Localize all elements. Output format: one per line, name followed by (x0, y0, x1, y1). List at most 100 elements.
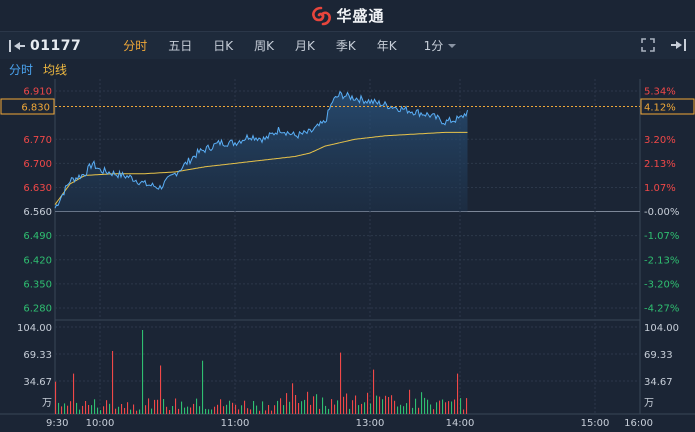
current-price-label: 6.830 (21, 103, 50, 114)
tab-monthly-k[interactable]: 月K (295, 39, 315, 53)
tab-quarterly-k[interactable]: 季K (335, 39, 356, 53)
volume-bar (325, 405, 327, 414)
volume-bar (454, 399, 456, 414)
volume-bar (100, 410, 102, 414)
tab-five-day[interactable]: 五日 (168, 39, 193, 53)
volume-bar (262, 401, 264, 414)
price-tick-label: 6.560 (23, 207, 52, 218)
collapse-left-icon[interactable] (8, 39, 26, 53)
volume-bar (382, 399, 384, 414)
collapse-right-icon[interactable] (671, 38, 687, 52)
volume-bar (55, 381, 57, 414)
volume-bar (292, 383, 294, 414)
volume-bar (178, 408, 180, 414)
volume-bar (82, 405, 84, 414)
pct-tick-label: -2.13% (644, 255, 679, 266)
current-pct-label: 4.12% (644, 103, 676, 114)
volume-bar (388, 397, 390, 414)
volume-bar (430, 404, 432, 414)
volume-bar (103, 406, 105, 414)
volume-bar (259, 410, 261, 414)
fullscreen-icon[interactable] (641, 38, 655, 52)
volume-tick-label: 34.67 (23, 377, 52, 388)
volume-bar (298, 403, 300, 414)
volume-bar (265, 410, 267, 414)
volume-tick-label-right: 104.00 (644, 323, 679, 334)
volume-bar (352, 400, 354, 414)
tab-weekly-k[interactable]: 周K (254, 39, 274, 53)
volume-bar (460, 398, 462, 414)
volume-bar (367, 392, 369, 414)
volume-bar (166, 406, 168, 414)
time-label: 11:00 (221, 418, 250, 429)
volume-bar (97, 407, 99, 414)
volume-bar (364, 402, 366, 414)
volume-bar (235, 404, 237, 414)
volume-bar (343, 396, 345, 414)
volume-bar (436, 402, 438, 414)
volume-bar (226, 404, 228, 414)
volume-bar (124, 408, 126, 414)
volume-bar (64, 403, 66, 414)
intraday-chart[interactable]: 6.830 4.12% 6.910 5.34% 6.770 3.20% 6.700 2.1… (0, 79, 695, 432)
time-label: 10:00 (86, 418, 115, 429)
volume-bar (271, 410, 273, 414)
volume-bar (181, 401, 183, 414)
volume-bar (394, 400, 396, 414)
volume-bar (229, 400, 231, 414)
time-label: 14:00 (446, 418, 475, 429)
price-tick-label: 6.280 (23, 303, 52, 314)
current-price-marker: 6.830 4.12% (0, 98, 695, 115)
volume-bar (214, 406, 216, 414)
volume-bar (301, 401, 303, 414)
volume-bar (58, 402, 60, 414)
volume-bar (427, 399, 429, 414)
volume-bar (112, 351, 114, 414)
volume-bar (187, 406, 189, 414)
axis-labels: 6.910 5.34% 6.770 3.20% 6.700 2.13% 6.630 1.07%… (17, 87, 679, 429)
volume-bar (385, 395, 387, 414)
volume-bar (202, 360, 204, 414)
time-label: 15:00 (581, 418, 610, 429)
volume-bar (256, 405, 258, 414)
price-tick-label: 6.350 (23, 279, 52, 290)
volume-bar (184, 407, 186, 414)
volume-bar (217, 404, 219, 414)
interval-value: 1分 (423, 39, 444, 53)
average-line-label[interactable]: 均线 (43, 62, 68, 77)
volume-bar (346, 393, 348, 414)
pct-tick-label: 3.20% (644, 135, 676, 146)
volume-bar (268, 405, 270, 414)
volume-bar (115, 408, 117, 414)
tab-minute[interactable]: 分时 (123, 39, 148, 53)
volume-bar (412, 407, 414, 414)
volume-bar (253, 401, 255, 414)
volume-bar (79, 409, 81, 414)
volume-bar (355, 395, 357, 414)
volume-bar (409, 389, 411, 414)
volume-bar (391, 395, 393, 414)
volume-bar (220, 399, 222, 414)
volume-bar (289, 401, 291, 414)
volume-bar (205, 408, 207, 414)
volume-bar (466, 398, 468, 414)
volume-bar (130, 409, 132, 414)
volume-bar (163, 399, 165, 414)
brand-logo: 华盛通 (310, 5, 384, 26)
volume-bar (322, 397, 324, 414)
volume-bar (151, 408, 153, 414)
volume-tick-label-right: 34.67 (644, 377, 673, 388)
minute-label[interactable]: 分时 (9, 62, 34, 77)
volume-bar (445, 402, 447, 414)
volume-bar (457, 373, 459, 414)
pct-tick-label: -3.20% (644, 279, 679, 290)
tab-daily-k[interactable]: 日K (213, 39, 234, 53)
volume-bar (331, 399, 333, 414)
volume-bar (463, 409, 465, 414)
price-tick-label: 6.490 (23, 231, 52, 242)
interval-select[interactable]: 1分 (424, 37, 458, 54)
tab-yearly-k[interactable]: 年K (376, 39, 397, 53)
volume-bar (139, 409, 141, 414)
time-label: 13:00 (356, 418, 385, 429)
volume-bar (370, 403, 372, 414)
